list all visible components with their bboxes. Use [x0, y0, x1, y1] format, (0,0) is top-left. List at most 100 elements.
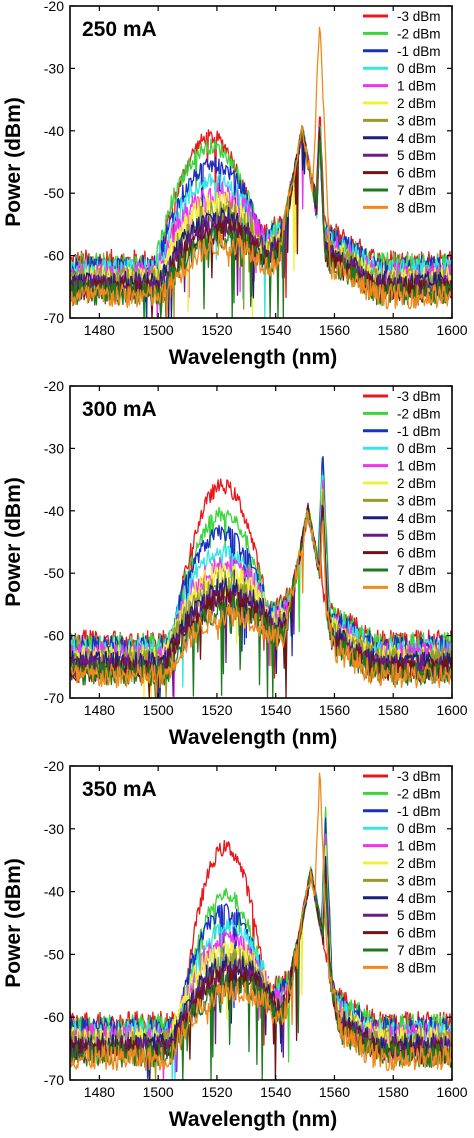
legend-entry: -2 dBm — [397, 786, 441, 801]
legend-entry: 6 dBm — [397, 926, 436, 941]
y-tick-label: -40 — [44, 123, 64, 139]
x-tick-label: 1540 — [260, 1084, 291, 1100]
legend-entry: 6 dBm — [397, 166, 436, 181]
x-tick-label: 1580 — [378, 1084, 409, 1100]
y-tick-label: -20 — [44, 378, 64, 394]
y-tick-label: -60 — [44, 1009, 64, 1025]
legend-entry: 0 dBm — [397, 61, 436, 76]
legend-entry: 8 dBm — [397, 960, 436, 975]
legend-entry: 5 dBm — [397, 908, 436, 923]
legend-entry: 2 dBm — [397, 96, 436, 111]
legend-entry: 2 dBm — [397, 476, 436, 491]
y-tick-label: -70 — [44, 1072, 64, 1088]
legend-entry: 8 dBm — [397, 200, 436, 215]
x-tick-label: 1520 — [201, 702, 232, 718]
legend-entry: 1 dBm — [397, 459, 436, 474]
x-tick-label: 1480 — [84, 322, 115, 338]
plot-frame — [69, 385, 453, 699]
series-traces — [70, 456, 452, 698]
series-line-2-dBm — [70, 126, 452, 318]
x-tick-label: 1560 — [319, 322, 350, 338]
x-axis-label: Wavelength (nm) — [169, 1108, 337, 1131]
legend-entry: 0 dBm — [397, 441, 436, 456]
legend-entry: 5 dBm — [397, 528, 436, 543]
legend-entry: -2 dBm — [397, 406, 441, 421]
legend-entry: -1 dBm — [397, 804, 441, 819]
x-tick-label: 1500 — [143, 702, 174, 718]
legend-entry: -1 dBm — [397, 44, 441, 59]
x-tick-label: 1560 — [319, 1084, 350, 1100]
x-tick-label: 1580 — [378, 702, 409, 718]
y-tick-label: -50 — [44, 565, 64, 581]
chart-panel-1: 1480 1500 1520 1540 1560 1580 1600 -20 -30 -40 -50… — [2, 0, 468, 369]
x-tick-label: 1580 — [378, 322, 409, 338]
chart-panel-2: 1480 1500 1520 1540 1560 1580 1600 -20 -30 -40 -50… — [2, 378, 468, 749]
panel-label: 250 mA — [82, 18, 157, 41]
y-axis-label: Power (dBm) — [2, 858, 25, 988]
legend: -3 dBm -2 dBm -1 dBm 0 dBm 1 dBm 2 dBm 3 dBm 4 … — [363, 769, 441, 975]
legend-entry: 7 dBm — [397, 563, 436, 578]
legend-entry: -3 dBm — [397, 389, 441, 404]
y-tick-label: -30 — [44, 60, 64, 76]
plot-frame — [69, 5, 453, 319]
legend-entry: -2 dBm — [397, 26, 441, 41]
y-tick-label: -40 — [44, 884, 64, 900]
x-tick-label: 1540 — [260, 322, 291, 338]
legend-entry: -3 dBm — [397, 769, 441, 784]
series-traces — [70, 772, 452, 1080]
y-tick-label: -70 — [44, 310, 64, 326]
x-tick-label: 1560 — [319, 702, 350, 718]
legend-entry: 3 dBm — [397, 873, 436, 888]
series-line-8-dBm — [70, 26, 452, 318]
chart-panel-3: 1480 1500 1520 1540 1560 1580 1600 -20 -30 -40 -50… — [2, 758, 468, 1131]
legend-entry: 6 dBm — [397, 546, 436, 561]
legend-entry: 1 dBm — [397, 839, 436, 854]
x-axis-label: Wavelength (nm) — [169, 346, 337, 369]
legend-entry: 3 dBm — [397, 493, 436, 508]
series-line-6-dBm — [70, 502, 452, 698]
legend-entry: 8 dBm — [397, 580, 436, 595]
series-line-8-dBm — [70, 772, 452, 1072]
legend-entry: 4 dBm — [397, 891, 436, 906]
legend-entry: 4 dBm — [397, 511, 436, 526]
y-tick-label: -30 — [44, 440, 64, 456]
x-tick-label: 1500 — [143, 322, 174, 338]
legend-entry: 1 dBm — [397, 79, 436, 94]
y-axis-label: Power (dBm) — [2, 97, 25, 227]
x-tick-label: 1520 — [201, 1084, 232, 1100]
y-tick-label: -20 — [44, 0, 64, 14]
y-tick-label: -50 — [44, 185, 64, 201]
y-tick-label: -60 — [44, 248, 64, 264]
x-tick-label: 1600 — [436, 702, 467, 718]
legend-entry: 2 dBm — [397, 856, 436, 871]
panel-label: 300 mA — [82, 398, 157, 421]
x-tick-label: 1600 — [436, 1084, 467, 1100]
plot-frame — [69, 765, 453, 1081]
legend-entry: 7 dBm — [397, 943, 436, 958]
y-tick-label: -50 — [44, 946, 64, 962]
x-tick-label: 1520 — [201, 322, 232, 338]
y-tick-label: -20 — [44, 758, 64, 774]
legend-entry: 7 dBm — [397, 183, 436, 198]
x-tick-label: 1480 — [84, 1084, 115, 1100]
legend-entry: 3 dBm — [397, 113, 436, 128]
series-traces — [70, 26, 452, 318]
y-tick-label: -60 — [44, 628, 64, 644]
y-tick-label: -70 — [44, 690, 64, 706]
legend: -3 dBm -2 dBm -1 dBm 0 dBm 1 dBm 2 dBm 3 dBm 4 … — [363, 9, 441, 215]
legend-entry: -1 dBm — [397, 424, 441, 439]
y-tick-label: -30 — [44, 821, 64, 837]
series-line-8-dBm — [70, 509, 452, 698]
legend-entry: 4 dBm — [397, 131, 436, 146]
x-tick-label: 1600 — [436, 322, 467, 338]
x-tick-label: 1500 — [143, 1084, 174, 1100]
x-tick-label: 1480 — [84, 702, 115, 718]
y-axis-label: Power (dBm) — [2, 477, 25, 607]
legend-entry: 5 dBm — [397, 148, 436, 163]
legend: -3 dBm -2 dBm -1 dBm 0 dBm 1 dBm 2 dBm 3 dBm 4 … — [363, 389, 441, 595]
panel-label: 350 mA — [82, 778, 157, 801]
legend-entry: 0 dBm — [397, 821, 436, 836]
x-axis-label: Wavelength (nm) — [169, 726, 337, 749]
x-tick-label: 1540 — [260, 702, 291, 718]
